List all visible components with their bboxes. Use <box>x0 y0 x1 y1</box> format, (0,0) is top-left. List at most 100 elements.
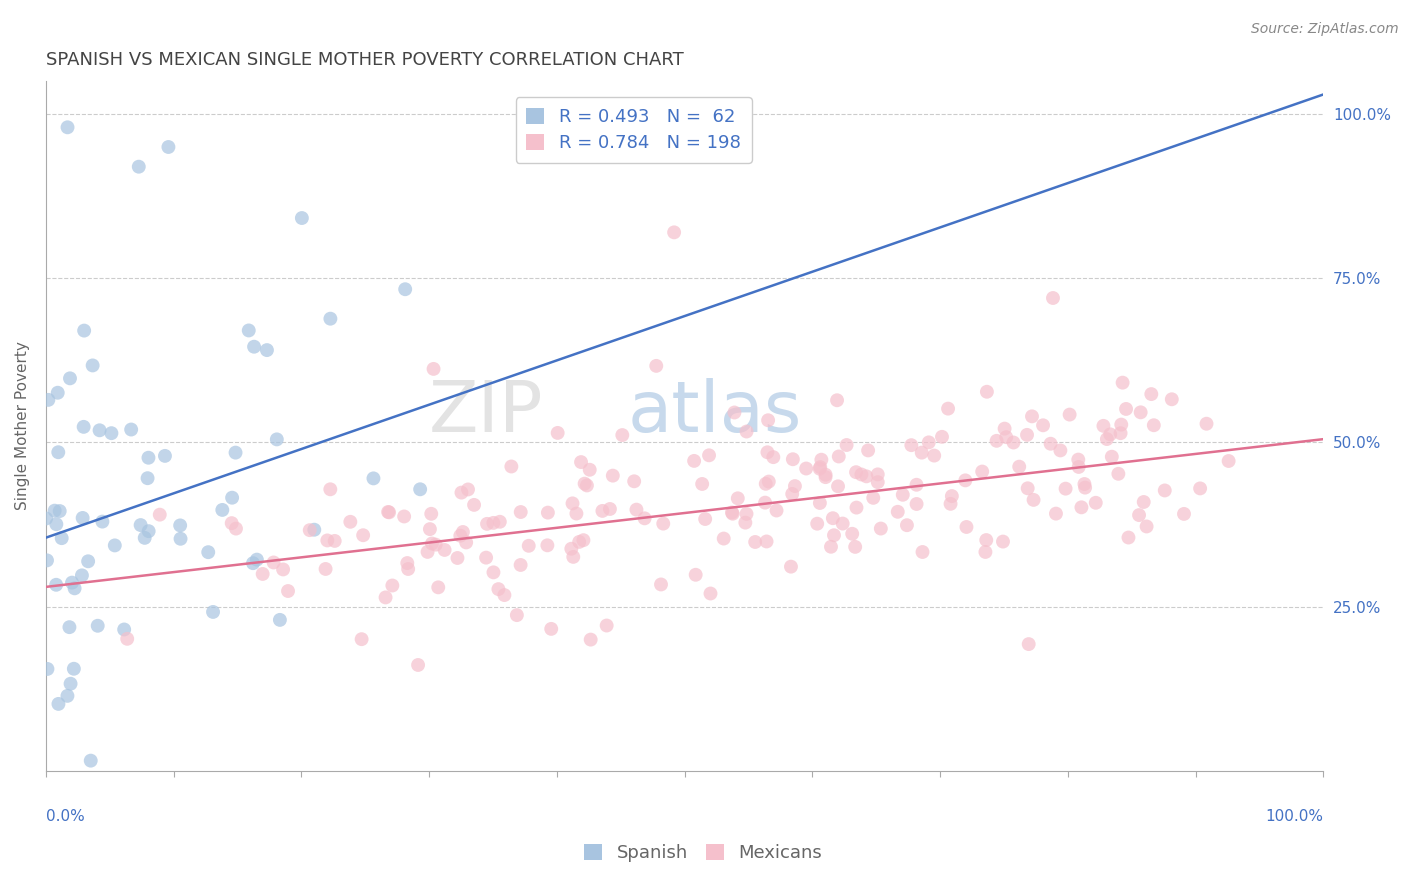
Point <box>905 477 928 491</box>
Point <box>501 459 523 474</box>
Point <box>1128 508 1150 522</box>
Point <box>56 689 79 703</box>
Point <box>1032 418 1054 433</box>
Point <box>955 520 977 534</box>
Point <box>780 487 803 501</box>
Point <box>974 545 997 559</box>
Point <box>238 323 260 337</box>
Text: 0.0%: 0.0% <box>46 809 84 823</box>
Legend: Spanish, Mexicans: Spanish, Mexicans <box>576 837 830 870</box>
Point <box>685 567 707 582</box>
Point <box>291 211 314 225</box>
Point <box>744 535 766 549</box>
Point <box>808 496 831 510</box>
Point <box>406 657 429 672</box>
Point <box>1015 428 1038 442</box>
Point <box>1045 507 1067 521</box>
Point <box>60 575 83 590</box>
Point <box>1092 418 1115 433</box>
Legend: R = 0.493   N =  62, R = 0.784   N = 198: R = 0.493 N = 62, R = 0.784 N = 198 <box>516 97 752 162</box>
Point <box>626 502 648 516</box>
Point <box>780 559 803 574</box>
Point <box>808 461 831 475</box>
Point <box>821 511 844 525</box>
Point <box>509 505 531 519</box>
Point <box>844 540 866 554</box>
Point <box>1067 452 1090 467</box>
Point <box>735 507 758 521</box>
Point <box>734 516 756 530</box>
Point <box>269 613 291 627</box>
Point <box>922 449 945 463</box>
Point <box>63 582 86 596</box>
Point <box>972 465 994 479</box>
Point <box>569 455 592 469</box>
Point <box>381 578 404 592</box>
Point <box>727 491 749 506</box>
Point <box>304 523 326 537</box>
Point <box>612 428 634 442</box>
Point <box>315 562 337 576</box>
Point <box>73 324 96 338</box>
Point <box>841 526 863 541</box>
Point <box>721 506 744 520</box>
Point <box>991 534 1014 549</box>
Point <box>316 533 339 548</box>
Point <box>377 505 399 519</box>
Point <box>128 160 150 174</box>
Point <box>277 584 299 599</box>
Point <box>1018 637 1040 651</box>
Point <box>1189 482 1212 496</box>
Point <box>862 491 884 505</box>
Point <box>225 445 247 459</box>
Point <box>754 495 776 509</box>
Point <box>1173 507 1195 521</box>
Point <box>602 468 624 483</box>
Point <box>1021 409 1043 424</box>
Point <box>1084 496 1107 510</box>
Point <box>896 518 918 533</box>
Point <box>45 578 67 592</box>
Point <box>129 518 152 533</box>
Point <box>758 475 780 489</box>
Point <box>723 405 745 419</box>
Point <box>263 556 285 570</box>
Point <box>70 568 93 582</box>
Point <box>595 618 617 632</box>
Point <box>756 445 779 459</box>
Point <box>814 470 837 484</box>
Point <box>599 502 621 516</box>
Point <box>1218 454 1240 468</box>
Point <box>378 505 401 519</box>
Point <box>845 500 868 515</box>
Point <box>782 452 804 467</box>
Point <box>575 478 598 492</box>
Point <box>810 452 832 467</box>
Point <box>856 443 879 458</box>
Point <box>63 662 86 676</box>
Point <box>51 531 73 545</box>
Point <box>900 438 922 452</box>
Point <box>762 450 785 464</box>
Point <box>652 516 675 531</box>
Point <box>425 538 447 552</box>
Point <box>579 632 602 647</box>
Point <box>1099 427 1122 442</box>
Text: SPANISH VS MEXICAN SINGLE MOTHER POVERTY CORRELATION CHART: SPANISH VS MEXICAN SINGLE MOTHER POVERTY… <box>46 51 683 69</box>
Point <box>941 489 963 503</box>
Point <box>755 534 778 549</box>
Point <box>633 511 655 525</box>
Point <box>1070 500 1092 515</box>
Text: 100.0%: 100.0% <box>1265 809 1323 823</box>
Point <box>35 511 58 525</box>
Point <box>323 533 346 548</box>
Point <box>939 497 962 511</box>
Point <box>1143 418 1166 433</box>
Point <box>211 503 233 517</box>
Point <box>578 463 600 477</box>
Point <box>56 120 79 135</box>
Point <box>197 545 219 559</box>
Point <box>1039 436 1062 450</box>
Point <box>149 508 172 522</box>
Point <box>835 438 858 452</box>
